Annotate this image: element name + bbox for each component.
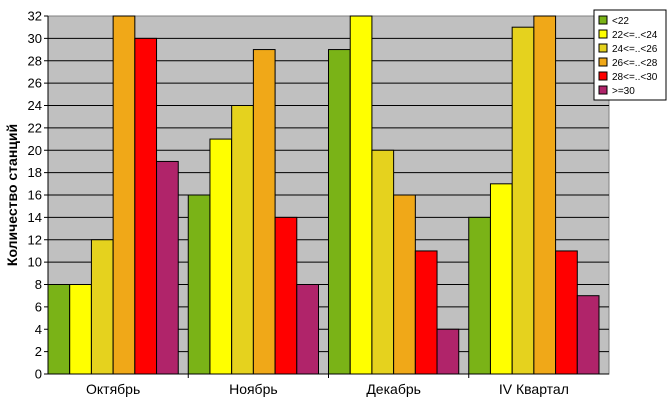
- bar: [187, 194, 211, 375]
- legend-swatch: [598, 57, 608, 67]
- y-tick-label: 22: [28, 120, 42, 135]
- y-tick-label: 26: [28, 76, 42, 91]
- bar: [47, 284, 71, 375]
- bar: [371, 149, 395, 375]
- bar: [231, 105, 254, 375]
- bar: [274, 216, 298, 375]
- x-tick-label: Октябрь: [86, 381, 140, 397]
- y-tick-label: 2: [35, 344, 42, 359]
- legend-swatch: [598, 15, 608, 25]
- x-tick-label: Ноябрь: [229, 381, 278, 397]
- y-tick-label: 12: [28, 232, 42, 247]
- bar: [436, 328, 460, 375]
- legend-label: 26<=..<28: [612, 58, 658, 69]
- bar: [393, 194, 416, 375]
- bar: [576, 295, 600, 375]
- bar: [489, 183, 513, 375]
- legend: <22 22<=..<24 24<=..<26 26<=..<28 28<=..<30 >…: [593, 9, 667, 101]
- x-tick-label: Декабрь: [366, 381, 421, 397]
- bar: [134, 37, 158, 375]
- legend-swatch: [598, 85, 608, 95]
- legend-label: 24<=..<26: [612, 44, 658, 55]
- y-tick-label: 16: [28, 188, 42, 203]
- bar: [112, 15, 136, 375]
- y-tick-label: 20: [28, 143, 42, 158]
- legend-swatch: [598, 71, 608, 81]
- bar: [555, 250, 578, 375]
- legend-label: <22: [612, 16, 629, 27]
- legend-label: 28<=..<30: [612, 72, 658, 83]
- y-axis-title: Количество станций: [4, 124, 20, 266]
- legend-label: 22<=..<24: [612, 30, 658, 41]
- legend-box: [593, 9, 667, 101]
- bar: [69, 284, 92, 375]
- y-tick-label: 4: [35, 322, 42, 337]
- bar: [209, 138, 233, 375]
- y-tick-label: 10: [28, 255, 42, 270]
- legend-swatch: [598, 43, 608, 53]
- bar: [328, 49, 351, 375]
- x-axis-labels: Октябрь Ноябрь Декабрь IV Квартал: [86, 374, 569, 397]
- bar: [468, 216, 491, 375]
- bars: [47, 15, 600, 375]
- y-tick-label: 32: [28, 9, 42, 24]
- bar: [296, 284, 319, 375]
- y-tick-label: 24: [28, 98, 42, 113]
- y-tick-label: 28: [28, 53, 42, 68]
- bar: [90, 239, 114, 375]
- legend-swatch: [598, 29, 608, 39]
- y-tick-label: 14: [28, 210, 42, 225]
- y-tick-label: 18: [28, 165, 42, 180]
- bar: [533, 15, 557, 375]
- bar: [349, 15, 373, 375]
- x-tick-label: IV Квартал: [499, 381, 569, 397]
- bar: [511, 26, 535, 375]
- y-tick-label: 8: [35, 277, 42, 292]
- bar: [156, 160, 179, 375]
- y-tick-label: 0: [35, 367, 42, 382]
- y-tick-label: 6: [35, 299, 42, 314]
- bar: [252, 49, 276, 375]
- bar: [414, 250, 438, 375]
- legend-label: >=30: [612, 86, 635, 97]
- y-tick-label: 30: [28, 31, 42, 46]
